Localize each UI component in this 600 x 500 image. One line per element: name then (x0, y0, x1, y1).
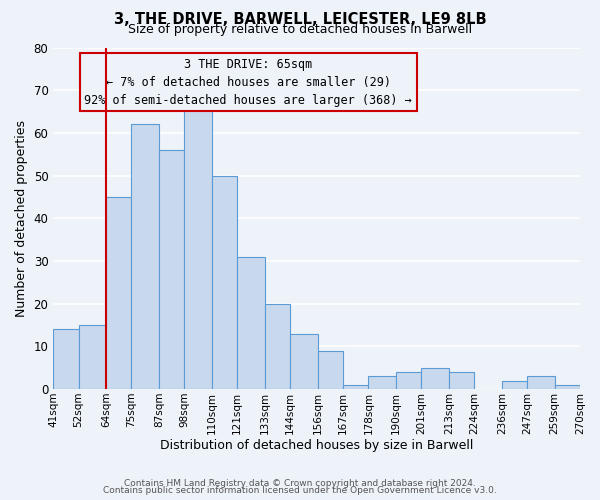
Bar (184, 103, 212, 389)
Text: 3 THE DRIVE: 65sqm
← 7% of detached houses are smaller (29)
92% of semi-detached: 3 THE DRIVE: 65sqm ← 7% of detached hous… (84, 58, 412, 106)
Bar (449, 372, 474, 389)
Bar (159, 150, 184, 389)
Bar (554, 385, 580, 389)
Bar (131, 124, 159, 389)
Bar (290, 334, 318, 389)
Y-axis label: Number of detached properties: Number of detached properties (15, 120, 28, 317)
X-axis label: Distribution of detached houses by size in Barwell: Distribution of detached houses by size … (160, 440, 473, 452)
Bar (502, 380, 527, 389)
Text: Size of property relative to detached houses in Barwell: Size of property relative to detached ho… (128, 22, 472, 36)
Bar (79, 325, 106, 389)
Bar (343, 385, 368, 389)
Bar (212, 176, 237, 389)
Bar (396, 372, 421, 389)
Bar (106, 197, 131, 389)
Bar (368, 376, 396, 389)
Bar (318, 350, 343, 389)
Bar (527, 376, 554, 389)
Bar (53, 330, 79, 389)
Bar (421, 368, 449, 389)
Text: Contains public sector information licensed under the Open Government Licence v3: Contains public sector information licen… (103, 486, 497, 495)
Bar (237, 256, 265, 389)
Text: 3, THE DRIVE, BARWELL, LEICESTER, LE9 8LB: 3, THE DRIVE, BARWELL, LEICESTER, LE9 8L… (113, 12, 487, 28)
Text: Contains HM Land Registry data © Crown copyright and database right 2024.: Contains HM Land Registry data © Crown c… (124, 478, 476, 488)
Bar (265, 304, 290, 389)
